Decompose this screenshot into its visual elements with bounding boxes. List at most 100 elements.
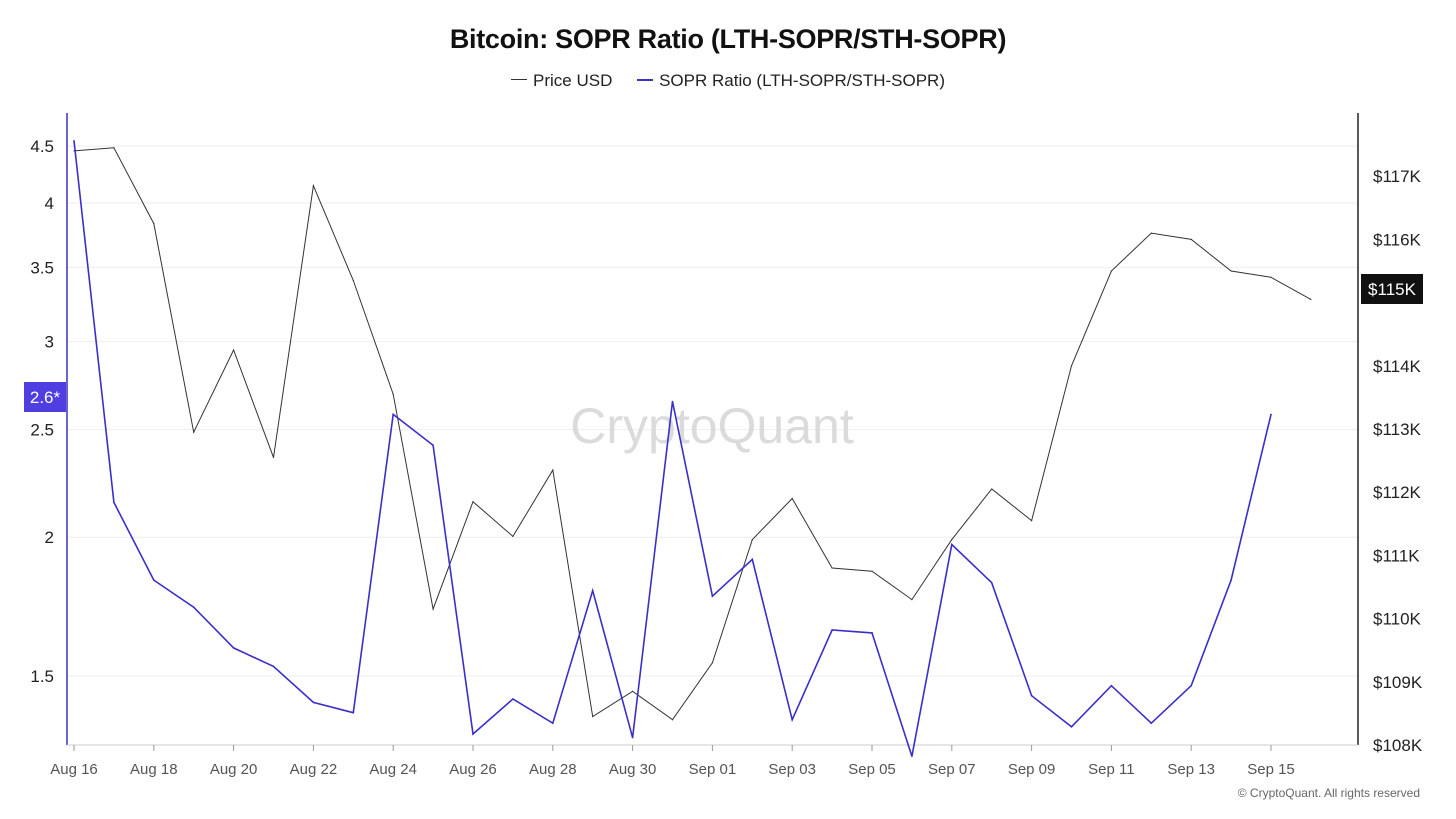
left-tick-label: 4.5 xyxy=(30,137,54,156)
right-badge-bg xyxy=(1361,274,1423,304)
legend-sopr-label: SOPR Ratio (LTH-SOPR/STH-SOPR) xyxy=(659,71,945,90)
price-point xyxy=(233,349,235,351)
price-point xyxy=(312,185,314,187)
sopr-point xyxy=(871,632,873,634)
sopr-point xyxy=(791,718,793,721)
sopr-point xyxy=(1070,725,1073,728)
price-point xyxy=(512,535,514,538)
sopr-point xyxy=(73,140,75,142)
left-badge-label: 2.6* xyxy=(30,388,61,407)
price-point xyxy=(552,469,554,471)
sopr-point xyxy=(1150,722,1153,725)
price-point xyxy=(352,279,354,282)
left-tick-label: 1.5 xyxy=(30,667,54,686)
sopr-point xyxy=(512,698,514,700)
sopr-point xyxy=(1230,579,1232,581)
right-tick-label: $109K xyxy=(1373,673,1423,692)
x-tick-label: Sep 01 xyxy=(689,761,737,778)
left-tick-label: 2.5 xyxy=(30,421,54,440)
price-usd-points xyxy=(73,147,1312,721)
left-badge-bg xyxy=(24,382,66,412)
x-tick-label: Sep 09 xyxy=(1008,761,1056,778)
right-value-badge: $115K xyxy=(1361,274,1423,304)
sopr-point xyxy=(153,579,155,581)
right-tick-label: $114K xyxy=(1373,357,1422,376)
sopr-point xyxy=(711,595,714,597)
legend: Price USD SOPR Ratio (LTH-SOPR/STH-SOPR) xyxy=(0,71,1456,91)
sopr-point xyxy=(432,444,434,447)
right-tick-label: $110K xyxy=(1373,610,1422,629)
price-point xyxy=(791,497,793,500)
sopr-point xyxy=(1270,413,1272,416)
price-point xyxy=(153,223,155,225)
x-tick-label: Aug 26 xyxy=(449,761,497,778)
left-tick-label: 4 xyxy=(45,194,54,213)
price-point xyxy=(193,431,195,433)
sopr-point xyxy=(911,755,913,758)
legend-item-sopr[interactable]: SOPR Ratio (LTH-SOPR/STH-SOPR) xyxy=(637,71,945,91)
x-axis-ticks: Aug 16 Aug 18 Aug 20 Aug 22 Aug 24 Aug 26 Aug … xyxy=(50,745,1295,778)
x-tick-label: Sep 13 xyxy=(1167,761,1215,778)
x-tick-label: Sep 15 xyxy=(1247,761,1295,778)
price-point xyxy=(1230,270,1232,272)
x-tick-label: Sep 05 xyxy=(848,761,896,778)
price-point xyxy=(592,715,594,718)
x-tick-label: Sep 11 xyxy=(1088,761,1134,778)
price-point xyxy=(272,456,275,459)
right-tick-label: $112K xyxy=(1373,483,1422,502)
legend-price-swatch xyxy=(511,79,527,81)
sopr-point xyxy=(272,665,275,668)
sopr-point xyxy=(472,733,474,735)
price-point xyxy=(1190,238,1192,240)
price-point xyxy=(1150,232,1152,234)
sopr-point xyxy=(312,701,315,704)
price-point xyxy=(73,150,75,152)
price-point xyxy=(113,147,115,149)
copyright-text: © CryptoQuant. All rights reserved xyxy=(1237,786,1420,800)
sopr-point xyxy=(631,736,634,739)
price-point xyxy=(472,501,474,503)
left-tick-label: 2 xyxy=(45,528,54,547)
price-point xyxy=(871,570,873,572)
price-point xyxy=(831,567,833,569)
sopr-point xyxy=(232,647,235,649)
sopr-point xyxy=(1030,694,1033,697)
price-point xyxy=(991,488,993,490)
price-point xyxy=(951,539,953,541)
price-point xyxy=(392,393,394,395)
chart-title: Bitcoin: SOPR Ratio (LTH-SOPR/STH-SOPR) xyxy=(449,24,1007,54)
price-usd-series-line[interactable] xyxy=(73,147,1312,721)
left-tick-label: 3 xyxy=(45,333,54,352)
right-axis-ticks: $108K $109K $110K $111K $112K $113K $114K $116K… xyxy=(1373,167,1423,755)
sopr-point xyxy=(352,711,355,714)
right-tick-label: $113K xyxy=(1373,420,1422,439)
x-tick-label: Aug 22 xyxy=(290,761,338,778)
left-axis-ticks: 1.5 2 2.5 3 3.5 4 4.5 xyxy=(30,137,54,686)
x-tick-label: Sep 07 xyxy=(928,761,976,778)
right-tick-label: $116K xyxy=(1373,230,1422,249)
price-point xyxy=(911,599,913,601)
sopr-point xyxy=(990,581,993,584)
watermark-text: CryptoQuant xyxy=(570,398,854,454)
right-tick-label: $111K xyxy=(1373,546,1420,565)
sopr-point xyxy=(591,589,594,592)
x-tick-label: Sep 03 xyxy=(768,761,816,778)
legend-item-price[interactable]: Price USD xyxy=(511,71,612,91)
left-value-badge: 2.6* xyxy=(24,382,66,412)
sopr-point xyxy=(831,629,833,631)
right-badge-label: $115K xyxy=(1368,280,1417,299)
price-point xyxy=(1031,520,1033,522)
sopr-point xyxy=(951,543,953,546)
price-point xyxy=(671,719,674,721)
price-point xyxy=(432,608,434,610)
sopr-point xyxy=(113,501,115,504)
x-tick-label: Aug 18 xyxy=(130,761,178,778)
sopr-point xyxy=(671,400,674,403)
sopr-point xyxy=(392,413,395,416)
price-point xyxy=(1310,298,1312,301)
sopr-ratio-points xyxy=(73,140,1272,758)
gridlines xyxy=(67,145,1358,677)
right-tick-label: $117K xyxy=(1373,167,1422,186)
sopr-point xyxy=(192,606,195,608)
